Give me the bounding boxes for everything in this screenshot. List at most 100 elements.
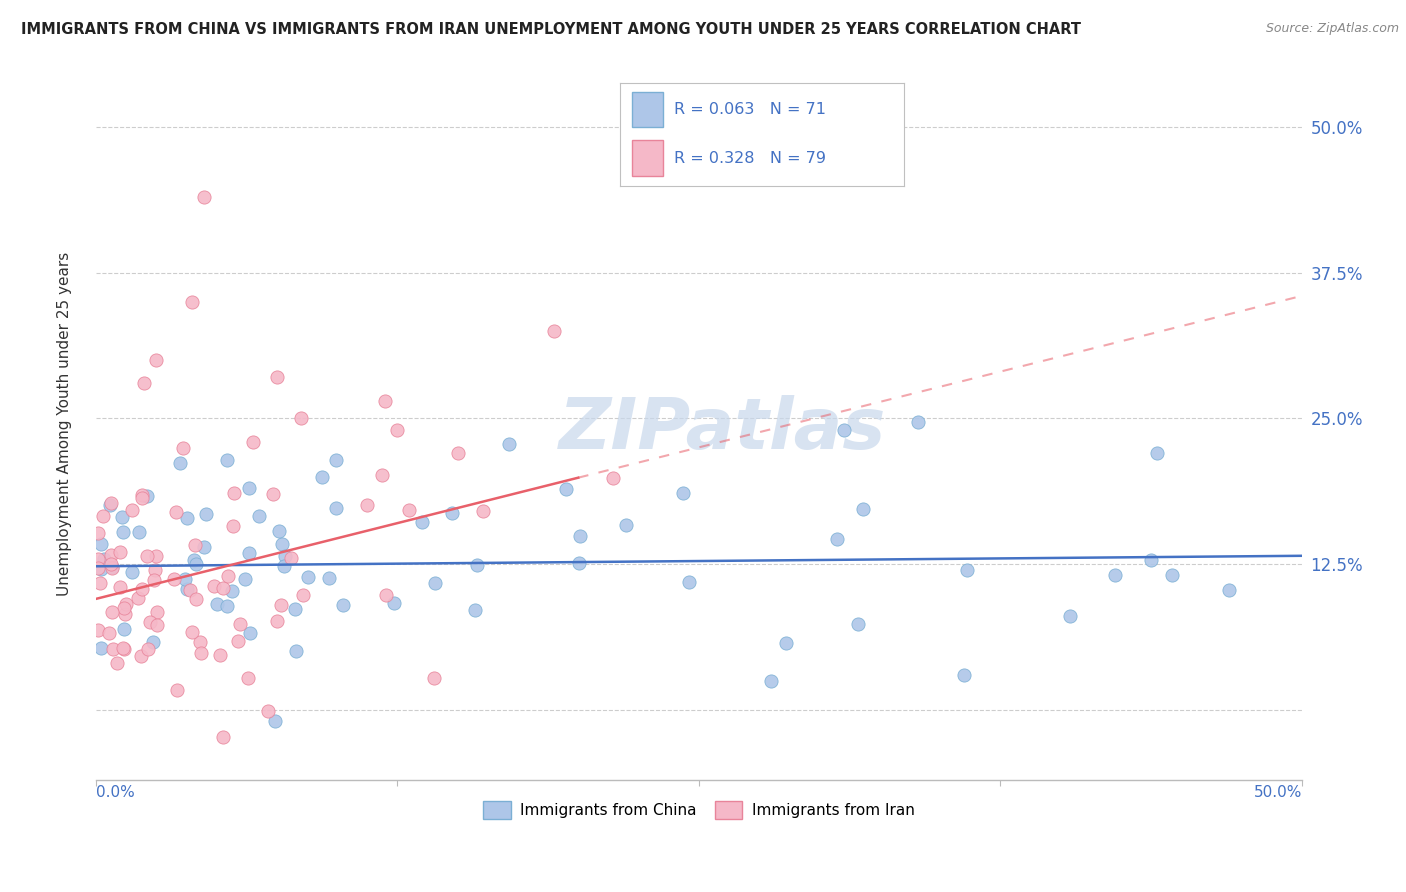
Point <box>184 592 207 607</box>
Point <box>186 557 208 571</box>
Point <box>89 575 111 590</box>
Point <box>121 503 143 517</box>
Point <box>169 456 191 470</box>
Point <box>90 561 112 575</box>
Point <box>87 561 110 575</box>
Point <box>284 601 307 615</box>
Point <box>1161 568 1184 582</box>
Point <box>775 636 797 650</box>
Point <box>112 640 135 655</box>
Point <box>176 582 198 597</box>
Point <box>907 415 929 429</box>
Point <box>139 615 162 629</box>
Point <box>100 548 122 562</box>
Point <box>825 533 848 547</box>
Point <box>273 558 295 573</box>
Point <box>672 486 695 500</box>
Point <box>101 559 124 574</box>
Point <box>100 561 122 575</box>
Point <box>266 370 288 384</box>
Point <box>222 518 245 533</box>
Point <box>374 588 396 602</box>
Point <box>385 423 408 437</box>
Point <box>311 470 333 484</box>
Point <box>543 324 565 338</box>
Point <box>103 641 125 656</box>
Point <box>568 529 591 543</box>
Point <box>97 626 120 640</box>
Point <box>183 552 205 566</box>
Point <box>179 583 201 598</box>
Point <box>145 549 167 564</box>
Point <box>356 498 378 512</box>
Point <box>398 503 420 517</box>
Point <box>193 541 215 555</box>
Point <box>205 597 228 611</box>
Point <box>446 446 468 460</box>
Point <box>215 599 238 614</box>
Point <box>271 536 294 550</box>
Point <box>163 572 186 586</box>
Point <box>832 423 855 437</box>
Point <box>1218 583 1240 598</box>
Point <box>112 622 135 636</box>
Point <box>90 640 112 655</box>
Point <box>270 599 292 613</box>
Point <box>91 509 114 524</box>
Point <box>202 579 225 593</box>
Point <box>172 441 194 455</box>
Point <box>242 434 264 449</box>
Text: IMMIGRANTS FROM CHINA VS IMMIGRANTS FROM IRAN UNEMPLOYMENT AMONG YOUTH UNDER 25 : IMMIGRANTS FROM CHINA VS IMMIGRANTS FROM… <box>21 22 1081 37</box>
Point <box>423 671 446 685</box>
Point <box>110 580 132 594</box>
Point <box>224 486 246 500</box>
Point <box>1140 553 1163 567</box>
Point <box>1104 567 1126 582</box>
Point <box>128 525 150 540</box>
Point <box>176 511 198 525</box>
Point <box>226 633 249 648</box>
Point <box>131 582 153 597</box>
Point <box>100 498 122 512</box>
Point <box>678 575 700 590</box>
Point <box>136 489 159 503</box>
Point <box>165 505 187 519</box>
Point <box>238 546 260 560</box>
Point <box>193 190 215 204</box>
Point <box>129 648 152 663</box>
Point <box>568 557 591 571</box>
Point <box>188 635 211 649</box>
Point <box>87 623 110 637</box>
Point <box>136 549 159 564</box>
Point <box>297 570 319 584</box>
Point <box>93 551 115 566</box>
Point <box>332 599 354 613</box>
Point <box>371 468 394 483</box>
Point <box>464 603 486 617</box>
Legend: Immigrants from China, Immigrants from Iran: Immigrants from China, Immigrants from I… <box>477 795 921 825</box>
Point <box>87 552 110 566</box>
Point <box>145 353 167 368</box>
Point <box>238 481 260 495</box>
Point <box>846 616 869 631</box>
Point <box>173 573 195 587</box>
Point <box>105 656 128 670</box>
Point <box>263 714 285 728</box>
Text: ZIPatlas: ZIPatlas <box>560 395 887 465</box>
Point <box>257 704 280 718</box>
Point <box>953 667 976 681</box>
Y-axis label: Unemployment Among Youth under 25 years: Unemployment Among Youth under 25 years <box>58 252 72 596</box>
Point <box>136 641 159 656</box>
Point <box>325 501 347 516</box>
Point <box>956 563 979 577</box>
Point <box>267 524 290 538</box>
Point <box>115 597 138 611</box>
Point <box>1059 608 1081 623</box>
Point <box>131 488 153 502</box>
Point <box>166 683 188 698</box>
Point <box>555 482 578 496</box>
Point <box>228 617 250 632</box>
Point <box>761 673 783 688</box>
Point <box>181 294 204 309</box>
Point <box>290 411 312 425</box>
